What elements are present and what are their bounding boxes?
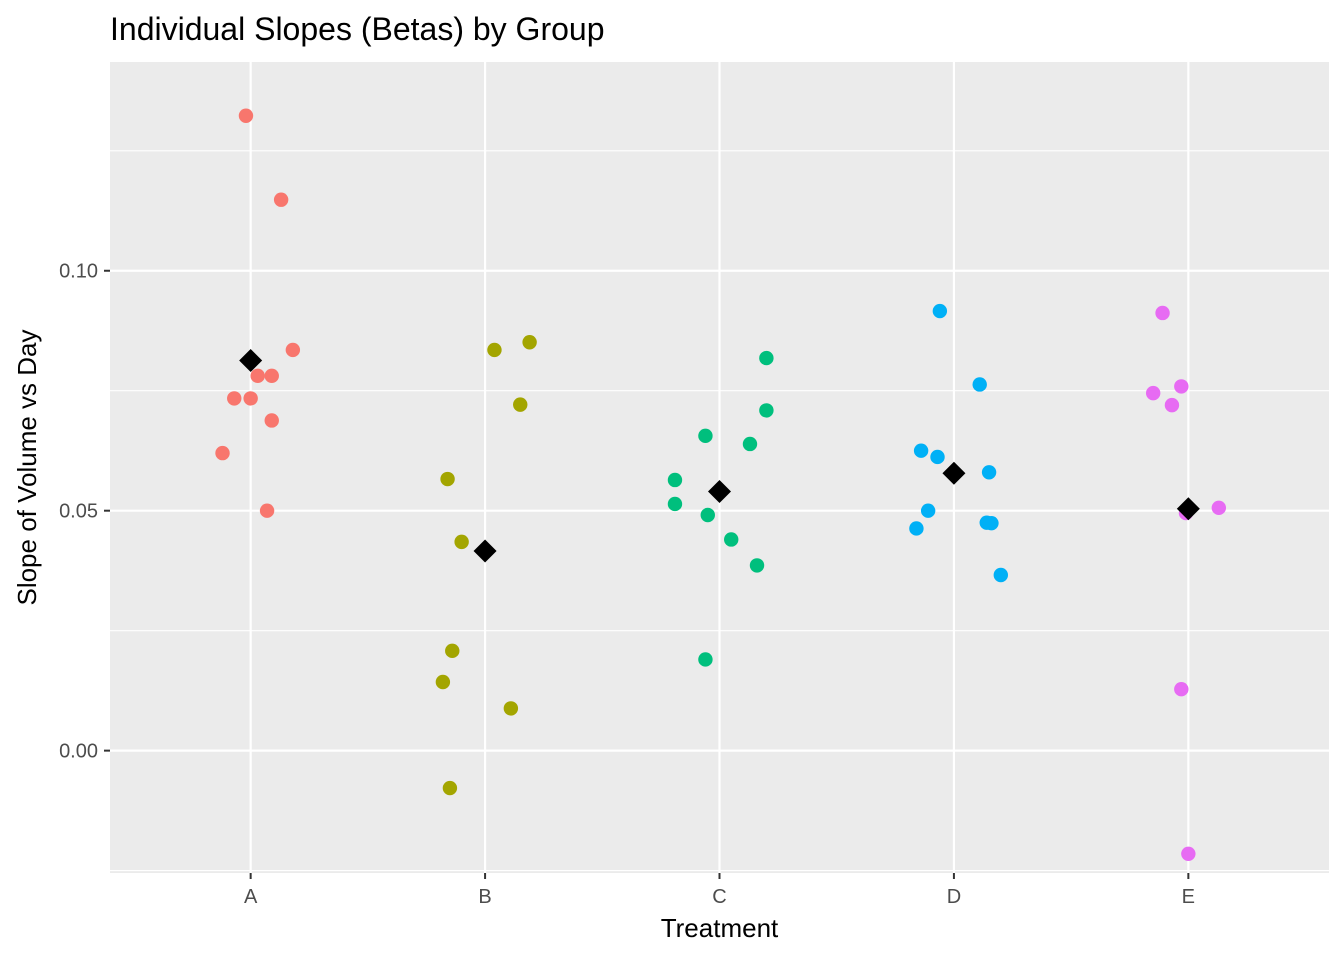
x-tick-label: A: [244, 886, 258, 908]
data-point-e: [1181, 846, 1196, 862]
data-point-b: [454, 534, 469, 550]
x-tick-label: B: [478, 886, 491, 908]
data-point-a: [250, 368, 265, 384]
data-point-b: [522, 335, 537, 350]
data-point-c: [698, 428, 713, 444]
data-point-a: [264, 413, 279, 428]
data-point-d: [930, 449, 945, 465]
data-point-c: [700, 507, 715, 523]
data-point-a: [273, 192, 289, 207]
data-point-e: [1174, 682, 1189, 697]
chart-title: Individual Slopes (Betas) by Group: [110, 11, 604, 47]
data-point-a: [259, 503, 275, 518]
data-point-c: [698, 652, 713, 667]
data-point-b: [445, 643, 460, 659]
y-tick-label: 0.10: [59, 261, 98, 283]
data-point-c: [667, 496, 683, 512]
x-tick-label: E: [1182, 886, 1195, 908]
points-layer: [215, 108, 1227, 862]
x-tick-label: C: [712, 886, 726, 908]
mean-marker-e: [1176, 497, 1200, 521]
data-point-e: [1211, 500, 1227, 516]
data-point-b: [435, 674, 451, 690]
data-point-c: [742, 436, 758, 452]
data-point-b: [440, 471, 455, 487]
data-point-a: [243, 391, 258, 406]
data-point-c: [724, 532, 739, 547]
mean-marker-a: [239, 348, 263, 372]
data-point-a: [215, 445, 230, 461]
data-point-c: [759, 350, 774, 366]
mean-marker-b: [473, 539, 497, 563]
data-point-c: [759, 403, 774, 418]
data-point-e: [1145, 385, 1161, 401]
data-point-b: [487, 342, 502, 358]
data-point-d: [920, 503, 936, 518]
axis-layer: 0.00 0.05 0.10 A B C D E: [59, 261, 1195, 908]
data-point-a: [238, 108, 254, 123]
y-axis-title: Slope of Volume vs Day: [12, 329, 42, 605]
data-point-d: [972, 377, 987, 392]
data-point-d: [981, 465, 997, 480]
data-point-a: [285, 342, 301, 358]
data-point-a: [227, 391, 242, 406]
data-point-d: [993, 567, 1009, 583]
data-point-b: [442, 780, 458, 796]
data-point-a: [264, 368, 279, 384]
x-axis-title: Treatment: [661, 913, 779, 943]
data-point-b: [503, 701, 519, 716]
data-point-c: [749, 558, 765, 573]
mean-marker-c: [708, 479, 731, 503]
data-point-d: [913, 443, 929, 458]
y-tick-label: 0.00: [59, 741, 98, 763]
data-point-d: [932, 303, 948, 319]
means-layer: [239, 348, 1200, 563]
data-point-c: [667, 472, 683, 488]
data-point-e: [1164, 397, 1180, 413]
data-point-d: [984, 515, 999, 531]
data-point-b: [513, 397, 528, 412]
data-point-e: [1155, 305, 1170, 321]
data-point-e: [1174, 379, 1189, 394]
y-tick-label: 0.05: [59, 501, 98, 523]
mean-marker-d: [942, 461, 966, 485]
x-tick-label: D: [947, 886, 961, 908]
data-point-d: [909, 521, 924, 536]
